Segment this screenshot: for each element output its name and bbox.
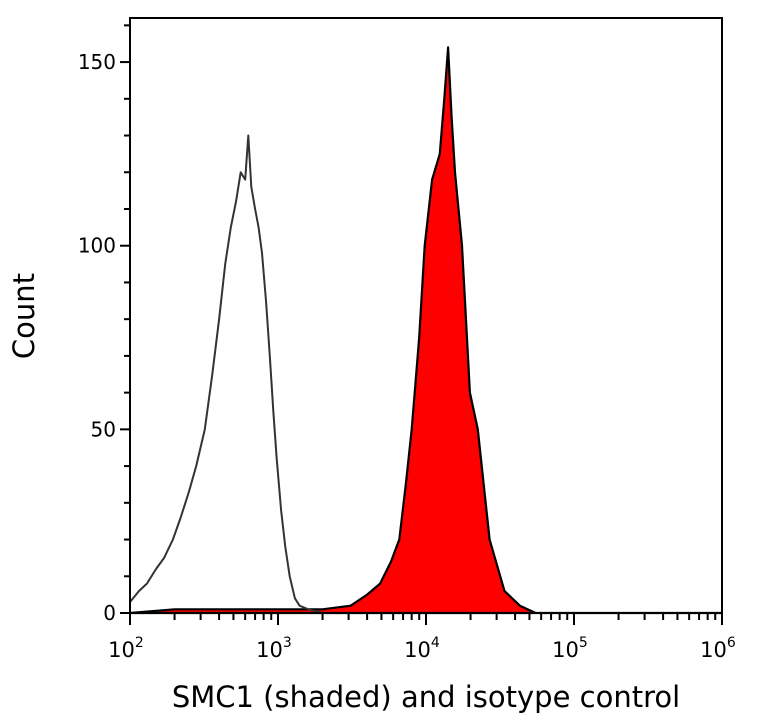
- x-tick-label: 105: [552, 635, 588, 662]
- x-tick-label: 106: [700, 635, 736, 662]
- x-tick-label: 103: [256, 635, 292, 662]
- y-tick-label: 150: [78, 50, 116, 74]
- x-axis-title: SMC1 (shaded) and isotype control: [172, 680, 680, 714]
- y-axis-title: Count: [7, 273, 41, 359]
- x-tick-labels: 102 103 104 105 106: [108, 635, 736, 662]
- y-tick-label: 100: [78, 234, 116, 258]
- y-tick-labels: 0 50 100 150: [78, 50, 116, 625]
- x-tick-label: 104: [404, 635, 440, 662]
- ticks-layer: [120, 24, 723, 625]
- y-tick-label: 50: [91, 417, 116, 441]
- series-layer: [128, 46, 724, 615]
- smc1-shaded-histogram: [128, 46, 724, 615]
- isotype-control-histogram: [129, 134, 349, 614]
- y-tick-label: 0: [103, 601, 116, 625]
- x-tick-label: 102: [108, 635, 144, 662]
